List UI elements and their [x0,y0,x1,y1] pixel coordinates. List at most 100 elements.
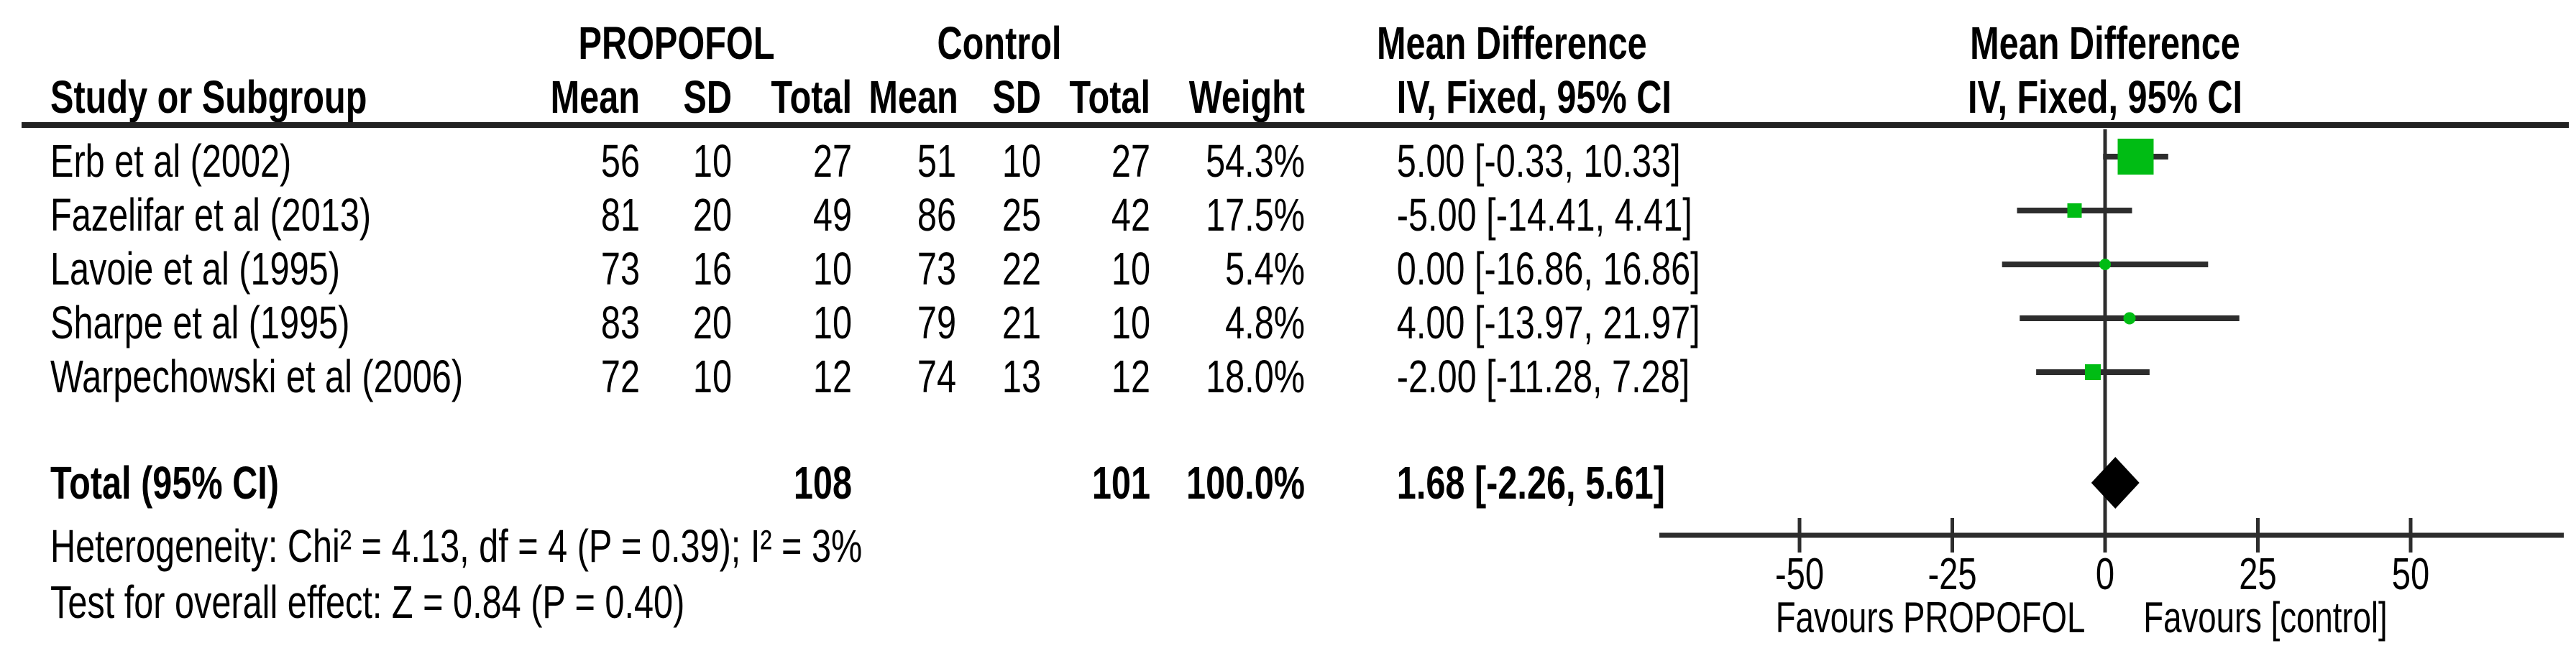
control-sd-header: SD [992,71,1041,123]
weight-column-header: Weight [1188,71,1305,123]
control-total: 10 [1111,297,1150,348]
control-mean: 79 [917,297,956,348]
overall-effect-row: Test for overall effect: Z = 0.84 (P = 0… [0,575,2576,629]
study-ci-text: 4.00 [-13.97, 21.97] [1396,297,1700,348]
svg-text:-25: -25 [1928,549,1976,599]
column-header-row: Study or Subgroup Mean SD Total Mean SD … [0,70,2576,124]
experimental-mean: 83 [600,297,640,348]
study-name: Erb et al (2002) [50,135,292,187]
forest-plot-svg: -50 -25 0 25 50 Favours PROPOFOL Favours [cont… [1659,129,2564,642]
control-total: 27 [1111,135,1150,187]
summary-diamond [2091,457,2140,509]
experimental-total: 12 [812,351,852,402]
experimental-sd: 10 [692,135,732,187]
control-mean: 86 [917,189,956,241]
plot-column-title: Mean Difference [1970,17,2240,69]
experimental-sd: 10 [692,351,732,402]
experimental-sd-header: SD [683,71,732,123]
control-total: 12 [1111,351,1150,402]
svg-text:0: 0 [2096,549,2114,599]
control-mean-header: Mean [868,71,958,123]
study-row: Warpechowski et al (2006) 72 10 12 74 13 12 18.… [0,349,2576,404]
control-sd: 22 [1001,243,1041,295]
axis-tick-label: -50 [1775,549,1824,599]
total-label: Total (95% CI) [50,457,279,509]
axis-tick-label: 0 [2096,549,2114,599]
control-sd: 25 [1001,189,1041,241]
total-weight: 100.0% [1186,457,1305,509]
svg-text:Favours PROPOFOL: Favours PROPOFOL [1776,594,2086,642]
svg-text:50: 50 [2392,549,2429,599]
experimental-mean: 56 [600,135,640,187]
total-row: Total (95% CI) 108 101 100.0% 1.68 [-2.2… [0,456,2576,510]
study-weight: 54.3% [1206,135,1305,187]
group-header-row: PROPOFOL Control Mean Difference Mean Di… [0,16,2576,70]
overall-effect-text: Test for overall effect: Z = 0.84 (P = 0… [50,576,685,628]
experimental-total: 49 [812,189,852,241]
study-ci-text: -5.00 [-14.41, 4.41] [1396,189,1692,241]
experimental-mean-header: Mean [550,71,640,123]
effect-marker [2117,139,2154,175]
experimental-total-header: Total [771,71,852,123]
control-sd: 10 [1001,135,1041,187]
study-name: Fazelifar et al (2013) [50,189,372,241]
favours-left-label: Favours PROPOFOL [1776,594,2086,642]
header-divider [22,122,2569,128]
study-ci-text: -2.00 [-11.28, 7.28] [1396,351,1690,402]
experimental-total: 27 [812,135,852,187]
forest-plot-graph: -50 -25 0 25 50 Favours PROPOFOL Favours [cont… [1654,125,2576,661]
control-group-header: Control [937,17,1062,69]
axis-tick-label: 50 [2392,549,2429,599]
svg-text:-50: -50 [1775,549,1824,599]
study-weight: 18.0% [1206,351,1305,402]
study-row: Lavoie et al (1995) 73 16 10 73 22 10 5.4% 0.00 … [0,241,2576,296]
effect-marker [2085,364,2101,380]
control-sd: 21 [1001,297,1041,348]
effect-marker [2123,312,2136,325]
control-total: 42 [1111,189,1150,241]
svg-text:Favours [control]: Favours [control] [2143,594,2387,642]
study-row: Sharpe et al (1995) 83 20 10 79 21 10 4.8% 4.00 … [0,295,2576,350]
control-total: 10 [1111,243,1150,295]
control-mean: 51 [917,135,956,187]
total-experimental-n: 108 [793,457,852,509]
study-ci-text: 5.00 [-0.33, 10.33] [1396,135,1681,187]
effect-column-title: Mean Difference [1377,17,1647,69]
study-weight: 17.5% [1206,189,1305,241]
heterogeneity-text: Heterogeneity: Chi² = 4.13, df = 4 (P = … [50,520,863,572]
total-ci-text: 1.68 [-2.26, 5.61] [1396,457,1665,509]
experimental-sd: 16 [692,243,732,295]
experimental-mean: 73 [600,243,640,295]
study-weight: 4.8% [1225,297,1305,348]
study-column-header: Study or Subgroup [50,71,367,123]
control-sd: 13 [1001,351,1041,402]
control-total-header: Total [1069,71,1150,123]
study-name: Sharpe et al (1995) [50,297,350,348]
study-ci-text: 0.00 [-16.86, 16.86] [1396,243,1700,295]
favours-right-label: Favours [control] [2143,594,2387,642]
svg-text:25: 25 [2239,549,2276,599]
effect-column-subtitle: IV, Fixed, 95% CI [1396,71,1672,123]
plot-column-subtitle: IV, Fixed, 95% CI [1967,71,2243,123]
control-mean: 74 [917,351,956,402]
study-name: Lavoie et al (1995) [50,243,340,295]
experimental-total: 10 [812,297,852,348]
heterogeneity-row: Heterogeneity: Chi² = 4.13, df = 4 (P = … [0,519,2576,573]
experimental-mean: 81 [600,189,640,241]
effect-marker [2099,259,2111,270]
axis-tick-label: -25 [1928,549,1976,599]
axis-tick-label: 25 [2239,549,2276,599]
experimental-sd: 20 [692,297,732,348]
control-mean: 73 [917,243,956,295]
study-name: Warpechowski et al (2006) [50,351,464,402]
effect-marker [2067,203,2082,218]
study-row: Fazelifar et al (2013) 81 20 49 86 25 42 17.5% -… [0,188,2576,242]
study-row: Erb et al (2002) 56 10 27 51 10 27 54.3% 5.00 [-… [0,134,2576,188]
total-control-n: 101 [1091,457,1150,509]
experimental-sd: 20 [692,189,732,241]
experimental-mean: 72 [600,351,640,402]
experimental-group-header: PROPOFOL [578,17,775,69]
study-weight: 5.4% [1225,243,1305,295]
experimental-total: 10 [812,243,852,295]
